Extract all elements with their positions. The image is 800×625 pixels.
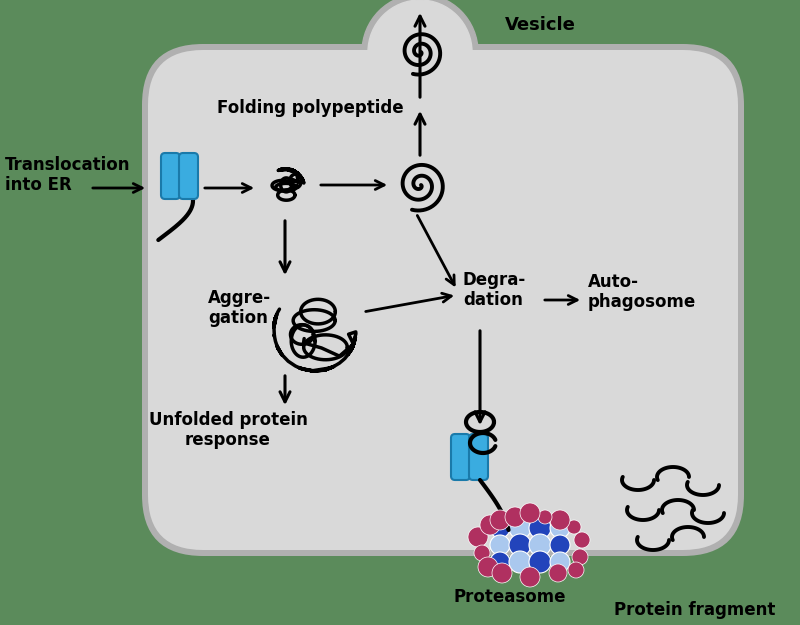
Circle shape [550,510,570,530]
Circle shape [568,562,584,578]
Text: Translocation
into ER: Translocation into ER [5,156,130,194]
Circle shape [505,507,525,527]
FancyBboxPatch shape [142,44,744,556]
Circle shape [550,518,570,538]
Circle shape [572,549,588,565]
Circle shape [550,535,570,555]
Text: Aggre-
gation: Aggre- gation [208,289,271,328]
Circle shape [538,510,552,524]
Circle shape [529,534,551,556]
Circle shape [478,557,498,577]
Circle shape [567,520,581,534]
FancyBboxPatch shape [469,434,488,480]
Circle shape [574,532,590,548]
Circle shape [490,552,510,572]
Circle shape [362,0,478,110]
Text: Protein fragment: Protein fragment [614,601,776,619]
Circle shape [509,551,531,573]
Text: Degra-
dation: Degra- dation [463,271,526,309]
FancyBboxPatch shape [179,153,198,199]
Circle shape [468,527,488,547]
Circle shape [368,0,472,104]
FancyBboxPatch shape [161,153,180,199]
Circle shape [550,552,570,572]
Circle shape [490,535,510,555]
Circle shape [480,515,500,535]
Circle shape [529,517,551,539]
Circle shape [509,534,531,556]
Circle shape [509,517,531,539]
Circle shape [474,545,490,561]
Text: Auto-
phagosome: Auto- phagosome [588,272,696,311]
Circle shape [490,510,510,530]
Text: Proteasome: Proteasome [454,588,566,606]
Circle shape [492,563,512,583]
Text: Folding polypeptide: Folding polypeptide [217,99,403,117]
Text: Vesicle: Vesicle [505,16,576,34]
FancyBboxPatch shape [148,50,738,550]
Circle shape [549,564,567,582]
FancyBboxPatch shape [451,434,470,480]
Circle shape [490,518,510,538]
Circle shape [520,567,540,587]
Circle shape [520,503,540,523]
Text: Unfolded protein
response: Unfolded protein response [149,411,307,449]
Circle shape [529,551,551,573]
